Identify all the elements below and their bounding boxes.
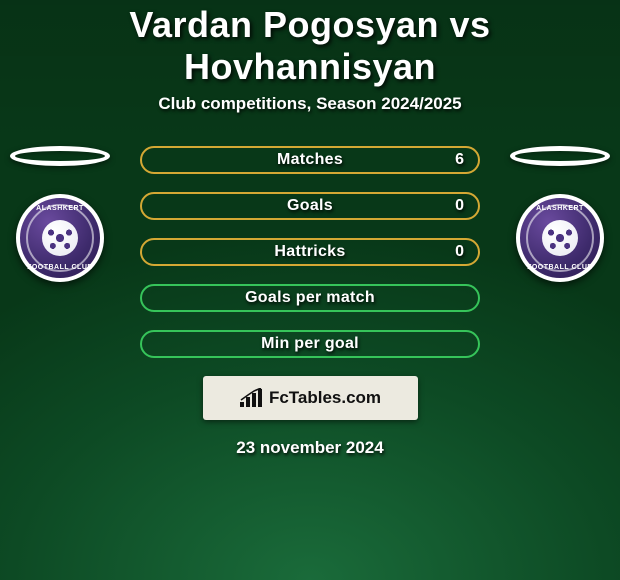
brand-text: FcTables.com	[269, 388, 381, 408]
stat-label: Goals per match	[245, 289, 375, 307]
stat-label: Min per goal	[261, 335, 359, 353]
stat-bar: Goals 0	[140, 192, 480, 220]
club-badge-left-icon: ALASHKERT FOOTBALL CLUB	[16, 194, 104, 282]
stat-value-right: 6	[455, 151, 464, 169]
stat-label: Hattricks	[274, 243, 345, 261]
stat-value-right: 0	[455, 197, 464, 215]
brand-plate: FcTables.com	[203, 376, 418, 420]
stat-label: Matches	[277, 151, 343, 169]
stat-value-right: 0	[455, 243, 464, 261]
badge-top-text: ALASHKERT	[20, 205, 100, 212]
page-title: Vardan Pogosyan vs Hovhannisyan	[0, 4, 620, 88]
club-badge-right-icon: ALASHKERT FOOTBALL CLUB	[516, 194, 604, 282]
player-left-block: ALASHKERT FOOTBALL CLUB	[10, 146, 110, 282]
stat-bar: Min per goal	[140, 330, 480, 358]
stat-bar: Hattricks 0	[140, 238, 480, 266]
badge-top-text: ALASHKERT	[520, 205, 600, 212]
badge-bottom-text: FOOTBALL CLUB	[520, 264, 600, 271]
mid-section: ALASHKERT FOOTBALL CLUB Matches6Goals0Ha…	[0, 146, 620, 358]
soccer-ball-icon	[542, 220, 578, 256]
content-wrapper: Vardan Pogosyan vs Hovhannisyan Club com…	[0, 0, 620, 580]
player-right-block: ALASHKERT FOOTBALL CLUB	[510, 146, 610, 282]
soccer-ball-icon	[42, 220, 78, 256]
badge-bottom-text: FOOTBALL CLUB	[20, 264, 100, 271]
snapshot-date: 23 november 2024	[236, 438, 383, 458]
bar-chart-icon	[239, 388, 263, 408]
stat-bar: Matches 6	[140, 146, 480, 174]
player-right-placeholder-icon	[510, 146, 610, 166]
player-left-placeholder-icon	[10, 146, 110, 166]
stat-bars: Matches 6 Goals 0 Hattricks 0 Goals per match M…	[140, 146, 480, 358]
page-subtitle: Club competitions, Season 2024/2025	[158, 94, 461, 114]
stat-label: Goals	[287, 197, 333, 215]
stat-bar: Goals per match	[140, 284, 480, 312]
